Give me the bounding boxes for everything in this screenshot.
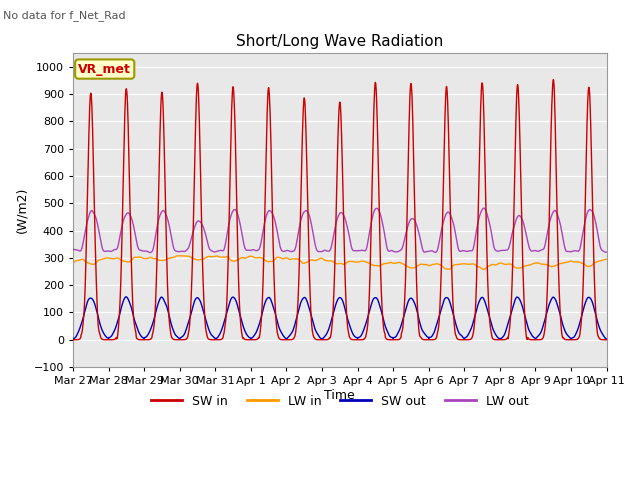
Title: Short/Long Wave Radiation: Short/Long Wave Radiation — [236, 34, 444, 49]
Text: VR_met: VR_met — [78, 62, 131, 75]
Y-axis label: (W/m2): (W/m2) — [15, 187, 28, 233]
X-axis label: Time: Time — [324, 389, 355, 402]
Text: No data for f_Net_Rad: No data for f_Net_Rad — [3, 10, 126, 21]
Legend: SW in, LW in, SW out, LW out: SW in, LW in, SW out, LW out — [146, 390, 534, 413]
